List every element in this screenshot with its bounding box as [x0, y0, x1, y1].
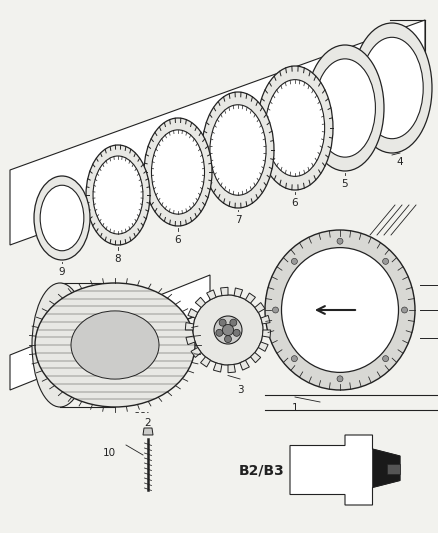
Polygon shape [10, 20, 425, 245]
Text: 3: 3 [237, 385, 244, 395]
Polygon shape [261, 316, 270, 324]
Ellipse shape [202, 92, 274, 208]
Circle shape [193, 295, 263, 365]
Polygon shape [10, 275, 210, 390]
Polygon shape [143, 428, 153, 435]
Polygon shape [372, 449, 400, 488]
Text: 6: 6 [175, 235, 181, 245]
Ellipse shape [93, 156, 143, 234]
Circle shape [337, 376, 343, 382]
Polygon shape [234, 288, 243, 297]
Polygon shape [195, 297, 205, 308]
Ellipse shape [40, 185, 84, 251]
Circle shape [383, 259, 389, 264]
Text: 4: 4 [397, 157, 403, 167]
Ellipse shape [71, 311, 159, 379]
Circle shape [272, 307, 279, 313]
Circle shape [291, 259, 297, 264]
Polygon shape [207, 290, 216, 300]
Polygon shape [185, 322, 194, 330]
Ellipse shape [144, 118, 212, 226]
Text: 6: 6 [292, 198, 298, 208]
Polygon shape [290, 435, 400, 505]
Polygon shape [240, 360, 249, 370]
Text: B2/B3: B2/B3 [239, 463, 285, 477]
Polygon shape [251, 352, 261, 363]
Polygon shape [201, 357, 211, 367]
Circle shape [216, 329, 223, 336]
Circle shape [219, 319, 226, 326]
Circle shape [223, 325, 233, 336]
Ellipse shape [265, 79, 325, 176]
Ellipse shape [32, 283, 88, 407]
Ellipse shape [257, 66, 333, 190]
Ellipse shape [35, 283, 195, 407]
Ellipse shape [86, 145, 150, 245]
Polygon shape [191, 348, 201, 358]
Text: 1: 1 [292, 403, 298, 413]
Ellipse shape [361, 37, 423, 139]
Ellipse shape [282, 248, 399, 373]
Circle shape [225, 336, 232, 343]
Circle shape [214, 316, 242, 344]
Polygon shape [258, 342, 268, 351]
Polygon shape [213, 363, 222, 372]
Ellipse shape [152, 130, 205, 214]
Polygon shape [246, 293, 255, 303]
Text: 7: 7 [235, 215, 241, 225]
Polygon shape [228, 365, 235, 373]
Polygon shape [387, 464, 400, 473]
Ellipse shape [34, 176, 90, 260]
Text: 5: 5 [342, 179, 348, 189]
Polygon shape [262, 330, 271, 337]
Text: 10: 10 [103, 448, 116, 458]
Circle shape [233, 329, 240, 336]
Circle shape [337, 238, 343, 244]
Ellipse shape [314, 59, 375, 157]
Circle shape [402, 307, 407, 313]
Circle shape [291, 356, 297, 362]
Polygon shape [255, 303, 265, 312]
Polygon shape [221, 287, 228, 295]
Circle shape [383, 356, 389, 362]
Text: 8: 8 [115, 254, 121, 264]
Ellipse shape [306, 45, 384, 171]
Text: 2: 2 [145, 418, 151, 428]
Ellipse shape [352, 23, 432, 153]
Ellipse shape [265, 230, 415, 390]
Ellipse shape [210, 105, 266, 195]
Circle shape [230, 319, 237, 326]
Polygon shape [186, 336, 195, 345]
Polygon shape [188, 309, 198, 318]
Text: 9: 9 [59, 267, 65, 277]
